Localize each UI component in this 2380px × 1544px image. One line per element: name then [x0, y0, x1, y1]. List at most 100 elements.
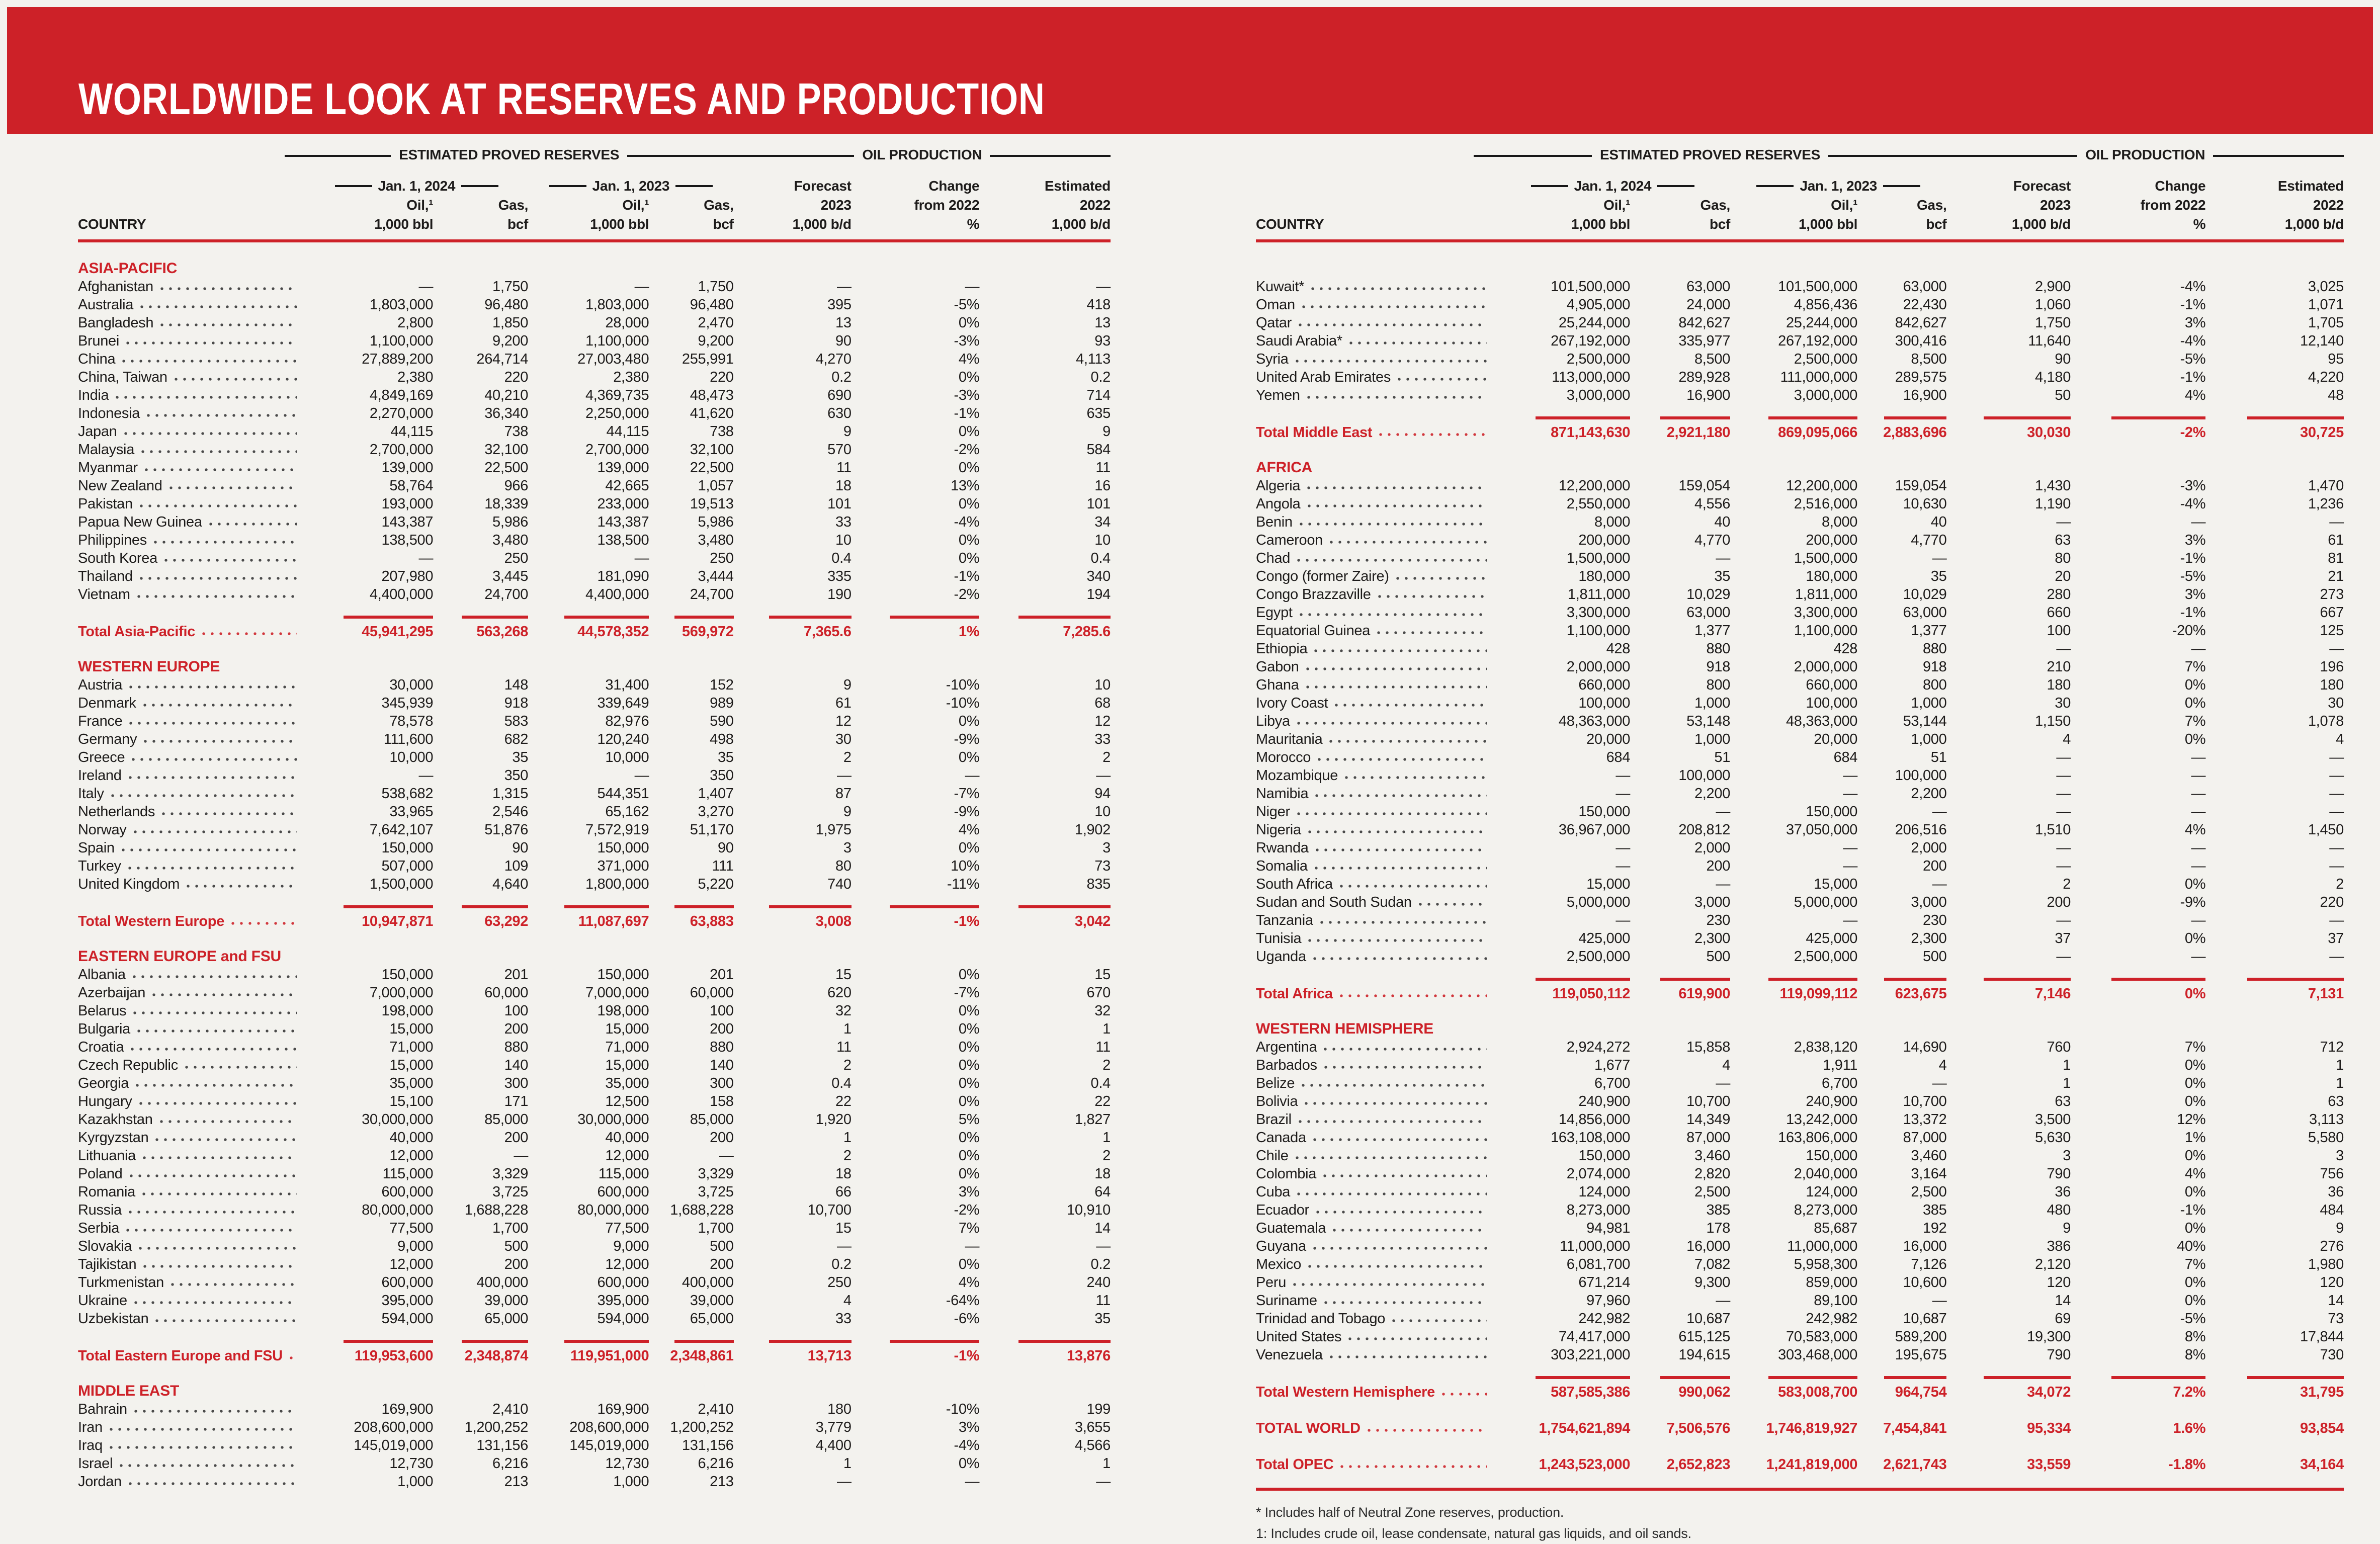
- value-cell: 11: [836, 460, 852, 476]
- column-header: 2022: [2313, 197, 2344, 213]
- value-cell: 4: [1722, 1057, 1731, 1073]
- value-cell: 44,578,352: [577, 624, 649, 640]
- value-cell: 120,240: [597, 731, 649, 747]
- value-cell: 145,019,000: [569, 1437, 649, 1453]
- country-cell: Cuba: [1256, 1183, 1495, 1201]
- group-label-reserves: ESTIMATED PROVED RESERVES: [1473, 147, 1947, 163]
- value-cell: 255,991: [682, 351, 734, 367]
- country-cell: Ivory Coast: [1256, 694, 1495, 712]
- bottom-rule: [1256, 1488, 2344, 1491]
- group-label-text: ESTIMATED PROVED RESERVES: [1600, 147, 1821, 162]
- value-cell: 63,000: [1903, 279, 1947, 295]
- value-cell: 635: [1086, 405, 1111, 421]
- value-cell: 1,407: [698, 786, 734, 802]
- value-cell: 3: [2063, 1148, 2071, 1164]
- table-row: Pakistan 193,000 18,339 233,000 19,513 101 0% 1…: [78, 495, 1111, 513]
- table-row: Austria 30,000 148 31,400 152 9 -10% 10: [78, 676, 1111, 694]
- value-cell: 3,000: [1694, 894, 1731, 910]
- value-cell: 2,040,000: [1794, 1166, 1858, 1182]
- value-cell: —: [965, 767, 980, 784]
- table-row: Ethiopia 428 880 428 880 — — —: [1256, 640, 2344, 658]
- value-cell: 14,856,000: [1558, 1111, 1631, 1128]
- value-cell: —: [2329, 804, 2344, 820]
- dash-line: [284, 155, 391, 157]
- table-row: Chile 150,000 3,460 150,000 3,460 3 0% 3: [1256, 1147, 2344, 1165]
- value-cell: 0.4: [831, 550, 852, 566]
- country-cell: South Africa: [1256, 875, 1495, 893]
- country-cell: Total OPEC: [1256, 1455, 1495, 1474]
- value-cell: 2,410: [698, 1401, 734, 1417]
- value-cell: 594,000: [381, 1311, 434, 1327]
- value-cell: 80: [2055, 550, 2071, 566]
- dot-leader: [140, 449, 297, 455]
- value-cell: 20: [2055, 568, 2071, 584]
- country-cell: Tajikistan: [78, 1255, 305, 1273]
- column-header: from 2022: [914, 197, 980, 213]
- country-cell: Israel: [78, 1454, 305, 1473]
- header-rule: [78, 239, 1111, 242]
- value-cell: 273: [2320, 586, 2344, 603]
- value-cell: 100: [2047, 623, 2071, 639]
- value-cell: 1,803,000: [369, 297, 434, 313]
- value-cell: 20,000: [1814, 731, 1858, 747]
- value-cell: 3,445: [492, 568, 529, 584]
- value-cell: —: [1843, 767, 1858, 784]
- value-cell: 600,000: [597, 1274, 649, 1291]
- table-row: Ukraine 395,000 39,000 395,000 39,000 4 -64% 11: [78, 1292, 1111, 1310]
- value-cell: 71,000: [605, 1039, 649, 1055]
- dot-leader: [1334, 702, 1487, 708]
- value-cell: 507,000: [381, 858, 434, 874]
- value-cell: 65,000: [484, 1311, 529, 1327]
- country-name: Brazil: [1256, 1111, 1292, 1128]
- dot-leader: [1296, 811, 1487, 817]
- value-cell: 1,377: [1694, 623, 1731, 639]
- footnote: 1: Includes crude oil, lease condensate,…: [1256, 1526, 1691, 1541]
- value-cell: 85,000: [484, 1111, 529, 1128]
- country-cell: Chad: [1256, 549, 1495, 567]
- value-cell: 36: [2328, 1184, 2344, 1200]
- country-cell: Iran: [78, 1418, 305, 1436]
- value-cell: 53,148: [1686, 713, 1731, 729]
- table-row: Bangladesh 2,800 1,850 28,000 2,470 13 0% 13: [78, 314, 1111, 332]
- value-cell: 48,363,000: [1786, 713, 1858, 729]
- country-name: Kazakhstan: [78, 1111, 153, 1128]
- dot-leader: [1298, 521, 1487, 527]
- value-cell: 418: [1086, 297, 1111, 313]
- table-row: Ecuador 8,273,000 385 8,273,000 385 480 -1% 484: [1256, 1201, 2344, 1219]
- value-cell: 180: [2320, 677, 2344, 693]
- value-cell: 1.6%: [2173, 1420, 2206, 1436]
- value-cell: —: [514, 1148, 529, 1164]
- value-cell: -1%: [954, 1348, 980, 1364]
- country-cell: Suriname: [1256, 1292, 1495, 1310]
- table-row: Peru 671,214 9,300 859,000 10,600 120 0% 120: [1256, 1273, 2344, 1292]
- value-cell: 842,627: [1678, 315, 1731, 331]
- column-header: bcf: [1709, 216, 1731, 232]
- country-name: Sudan and South Sudan: [1256, 894, 1412, 910]
- value-cell: 22,500: [690, 460, 734, 476]
- dot-leader: [146, 412, 297, 418]
- value-cell: 2,924,272: [1566, 1039, 1631, 1055]
- value-cell: 740: [827, 876, 852, 892]
- table-row: India 4,849,169 40,210 4,369,735 48,473 690 -3…: [78, 386, 1111, 404]
- value-cell: —: [1096, 279, 1111, 295]
- table-row: Azerbaijan 7,000,000 60,000 7,000,000 60,000…: [78, 984, 1111, 1002]
- table-row: Canada 163,108,000 87,000 163,806,000 87,000…: [1256, 1129, 2344, 1147]
- value-cell: 63,000: [1686, 279, 1731, 295]
- value-cell: 220: [710, 369, 734, 385]
- value-cell: 3,444: [698, 568, 734, 584]
- table-row: Croatia 71,000 880 71,000 880 11 0% 11: [78, 1038, 1111, 1056]
- value-cell: 33: [1094, 731, 1111, 747]
- value-cell: 65,000: [690, 1311, 734, 1327]
- value-cell: 7,572,919: [585, 822, 649, 838]
- value-cell: 230: [1922, 912, 1947, 928]
- value-cell: -3%: [954, 333, 980, 349]
- title-band: WORLDWIDE LOOK AT RESERVES AND PRODUCTIO…: [7, 7, 2373, 134]
- country-name: Jordan: [78, 1474, 122, 1490]
- value-cell: 6,700: [1594, 1075, 1631, 1091]
- value-cell: 5,630: [2034, 1130, 2071, 1146]
- country-name: Gabon: [1256, 659, 1299, 675]
- country-cell: Trinidad and Tobago: [1256, 1310, 1495, 1328]
- value-cell: 7%: [2184, 713, 2206, 729]
- value-cell: —: [1843, 912, 1858, 928]
- value-cell: —: [1616, 840, 1631, 856]
